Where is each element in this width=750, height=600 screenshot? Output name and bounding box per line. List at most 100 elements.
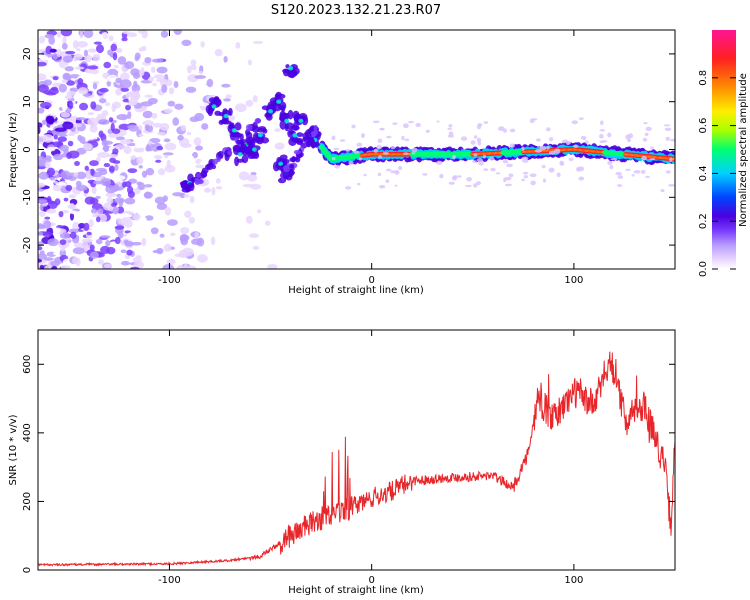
spectrogram-noise-blob bbox=[504, 183, 512, 187]
spectrogram-noise-blob bbox=[89, 244, 95, 251]
spectrogram-noise-blob bbox=[112, 101, 121, 109]
spectrogram-noise-blob bbox=[98, 214, 108, 223]
spectrogram-noise-blob bbox=[189, 244, 199, 250]
spectrogram-noise-blob bbox=[149, 138, 161, 144]
spectrogram-noise-blob bbox=[196, 250, 203, 255]
spectrogram-noise-blob bbox=[177, 134, 184, 141]
spectrogram-noise-blob bbox=[90, 208, 97, 214]
spectrogram-noise-blob bbox=[238, 171, 250, 181]
spectrogram-noise-blob bbox=[46, 167, 56, 177]
spectrogram-noise-blob bbox=[180, 124, 187, 132]
spectrogram-noise-blob bbox=[145, 145, 151, 152]
spectrogram-noise-blob bbox=[186, 65, 192, 74]
spectrogram-noise-blob bbox=[631, 174, 635, 177]
spectrogram-noise-blob bbox=[173, 263, 178, 267]
spectrogram-noise-blob bbox=[163, 226, 171, 235]
spectrogram-x-axis-label: Height of straight line (km) bbox=[288, 285, 424, 296]
spectrogram-noise-blob bbox=[378, 155, 382, 159]
spectrogram-noise-blob bbox=[74, 160, 80, 166]
spectrogram-transition-blob bbox=[235, 139, 244, 145]
spectrogram-noise-blob bbox=[609, 164, 614, 170]
spectrogram-noise-blob bbox=[128, 124, 139, 132]
spectrogram-noise-blob bbox=[144, 215, 154, 221]
spectrogram-noise-blob bbox=[372, 120, 380, 124]
spectrogram-noise-blob bbox=[436, 120, 440, 123]
spectrogram-noise-blob bbox=[157, 168, 166, 176]
spectrogram-transition-blob bbox=[296, 132, 304, 138]
spectrogram-noise-blob bbox=[115, 77, 122, 84]
spectrogram-noise-blob bbox=[166, 159, 171, 169]
spectrogram-noise-blob bbox=[65, 50, 76, 55]
spectrogram-noise-blob bbox=[156, 202, 168, 211]
spectrogram-noise-blob bbox=[152, 249, 162, 254]
spectrogram-noise-blob bbox=[392, 122, 398, 126]
spectrogram-noise-blob bbox=[38, 107, 45, 114]
spectrogram-noise-blob bbox=[215, 178, 221, 184]
spectrogram-noise-blob bbox=[190, 64, 197, 71]
spectrogram-noise-blob bbox=[196, 237, 205, 247]
spectrogram-noise-blob bbox=[137, 182, 145, 191]
spectrogram-noise-blob bbox=[180, 227, 190, 235]
spectrogram-noise-blob bbox=[188, 216, 195, 224]
colorbar-tick-label: 0.8 bbox=[698, 70, 709, 86]
spectrogram-noise-blob bbox=[562, 139, 569, 142]
spectrogram-noise-blob bbox=[86, 231, 92, 236]
spectrogram-noise-blob bbox=[189, 116, 200, 123]
spectrogram-noise-blob bbox=[89, 68, 99, 75]
spectrogram-noise-blob bbox=[452, 154, 456, 160]
spectrogram-noise-blob bbox=[154, 154, 163, 160]
spectrogram-noise-blob bbox=[72, 123, 82, 128]
spectrogram-transition-blob bbox=[302, 132, 311, 142]
spectrogram-noise-blob bbox=[114, 236, 121, 245]
spectrogram-noise-blob bbox=[115, 136, 125, 141]
spectrogram-noise-blob bbox=[183, 263, 188, 269]
spectrogram-noise-blob bbox=[198, 71, 203, 75]
spectrogram-noise-blob bbox=[140, 67, 145, 76]
spectrogram-noise-blob bbox=[242, 183, 255, 188]
snr-y-axis-label: SNR (10 * v/v) bbox=[8, 414, 19, 485]
spectrogram-noise-blob bbox=[665, 170, 671, 174]
spectrogram-noise-blob bbox=[174, 103, 184, 110]
spectrogram-noise-blob bbox=[258, 46, 263, 55]
spectrogram-noise-blob bbox=[495, 172, 501, 175]
spectrogram-transition-blob bbox=[212, 105, 216, 108]
spectrogram-noise-blob bbox=[267, 263, 278, 269]
spectrogram-noise-blob bbox=[546, 146, 550, 150]
spectrogram-noise-blob bbox=[62, 55, 74, 63]
spectrogram-noise-blob bbox=[169, 232, 176, 237]
spectrogram-noise-blob bbox=[448, 131, 454, 136]
spectrogram-noise-blob bbox=[530, 118, 538, 121]
spectrogram-noise-blob bbox=[497, 126, 505, 132]
spectrogram-noise-blob bbox=[68, 194, 77, 199]
spectrogram-noise-blob bbox=[665, 136, 671, 141]
spectrogram-noise-blob bbox=[44, 161, 51, 169]
spectrogram-noise-blob bbox=[87, 65, 99, 70]
spectrogram-noise-blob bbox=[73, 172, 78, 178]
spectrogram-noise-blob bbox=[38, 258, 43, 263]
spectrogram-noise-blob bbox=[38, 231, 44, 236]
spectrogram-noise-blob bbox=[478, 160, 484, 166]
spectrogram-noise-blob bbox=[50, 86, 59, 91]
spectrogram-noise-blob bbox=[110, 43, 118, 52]
spectrogram-noise-blob bbox=[76, 171, 87, 180]
spectrogram-noise-blob bbox=[136, 156, 144, 165]
spectrogram-transition-blob bbox=[282, 171, 290, 180]
spectrogram-noise-blob bbox=[103, 263, 113, 269]
spectrogram-noise-blob bbox=[439, 173, 444, 179]
snr-x-ticks: -100 0 100 bbox=[158, 330, 583, 586]
spectrogram-noise-blob bbox=[60, 170, 71, 179]
spectrogram-noise-blob bbox=[199, 161, 207, 166]
spectrogram-noise-blob bbox=[59, 239, 67, 246]
spectrogram-noise-blob bbox=[584, 140, 589, 144]
spectrogram-noise-blob bbox=[193, 137, 202, 146]
spectrogram-noise-blob bbox=[91, 185, 97, 195]
spectrogram-noise-blob bbox=[385, 179, 390, 183]
spectrogram-noise-blob bbox=[109, 157, 117, 163]
spectrogram-noise-blob bbox=[249, 233, 260, 239]
spectrogram-noise-blob bbox=[142, 110, 153, 119]
spectrogram-noise-blob bbox=[180, 143, 192, 148]
spectrogram-noise-blob bbox=[156, 66, 168, 74]
spectrogram-noise-blob bbox=[599, 140, 605, 143]
spectrogram-noise-blob bbox=[560, 161, 565, 166]
